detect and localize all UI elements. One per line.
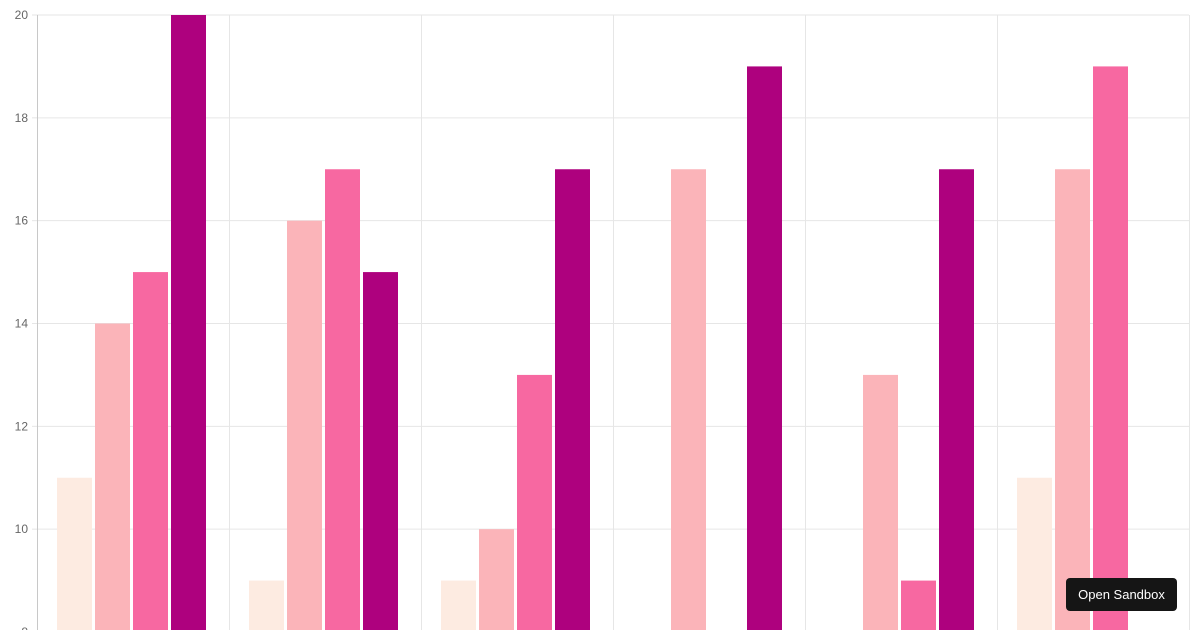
y-tick-label: 12 xyxy=(15,419,29,433)
bar xyxy=(363,272,398,632)
bar xyxy=(1055,169,1090,632)
bar xyxy=(441,580,476,632)
bar xyxy=(133,272,168,632)
y-tick-label: 14 xyxy=(15,317,29,331)
y-tick-labels: 8 10 12 14 16 18 20 xyxy=(15,8,29,635)
bar xyxy=(863,374,898,632)
bar xyxy=(171,15,206,632)
bar xyxy=(747,66,782,632)
bar xyxy=(901,580,936,632)
y-tick-label: 10 xyxy=(15,522,29,536)
bar xyxy=(555,169,590,632)
bar xyxy=(671,169,706,632)
open-sandbox-button[interactable]: Open Sandbox xyxy=(1066,578,1177,611)
bar xyxy=(939,169,974,632)
bar xyxy=(479,529,514,632)
bar xyxy=(95,323,130,632)
y-tick-label: 8 xyxy=(21,625,28,630)
y-tick-label: 16 xyxy=(15,214,29,228)
bar xyxy=(249,580,284,632)
bar xyxy=(57,477,92,632)
bars xyxy=(57,15,1128,632)
y-tick-label: 20 xyxy=(15,8,29,22)
bar xyxy=(287,220,322,632)
bar xyxy=(517,374,552,632)
bar xyxy=(325,169,360,632)
bar xyxy=(1093,66,1128,632)
bar xyxy=(1017,477,1052,632)
grid-lines xyxy=(32,14,1190,633)
y-tick-label: 18 xyxy=(15,111,29,125)
